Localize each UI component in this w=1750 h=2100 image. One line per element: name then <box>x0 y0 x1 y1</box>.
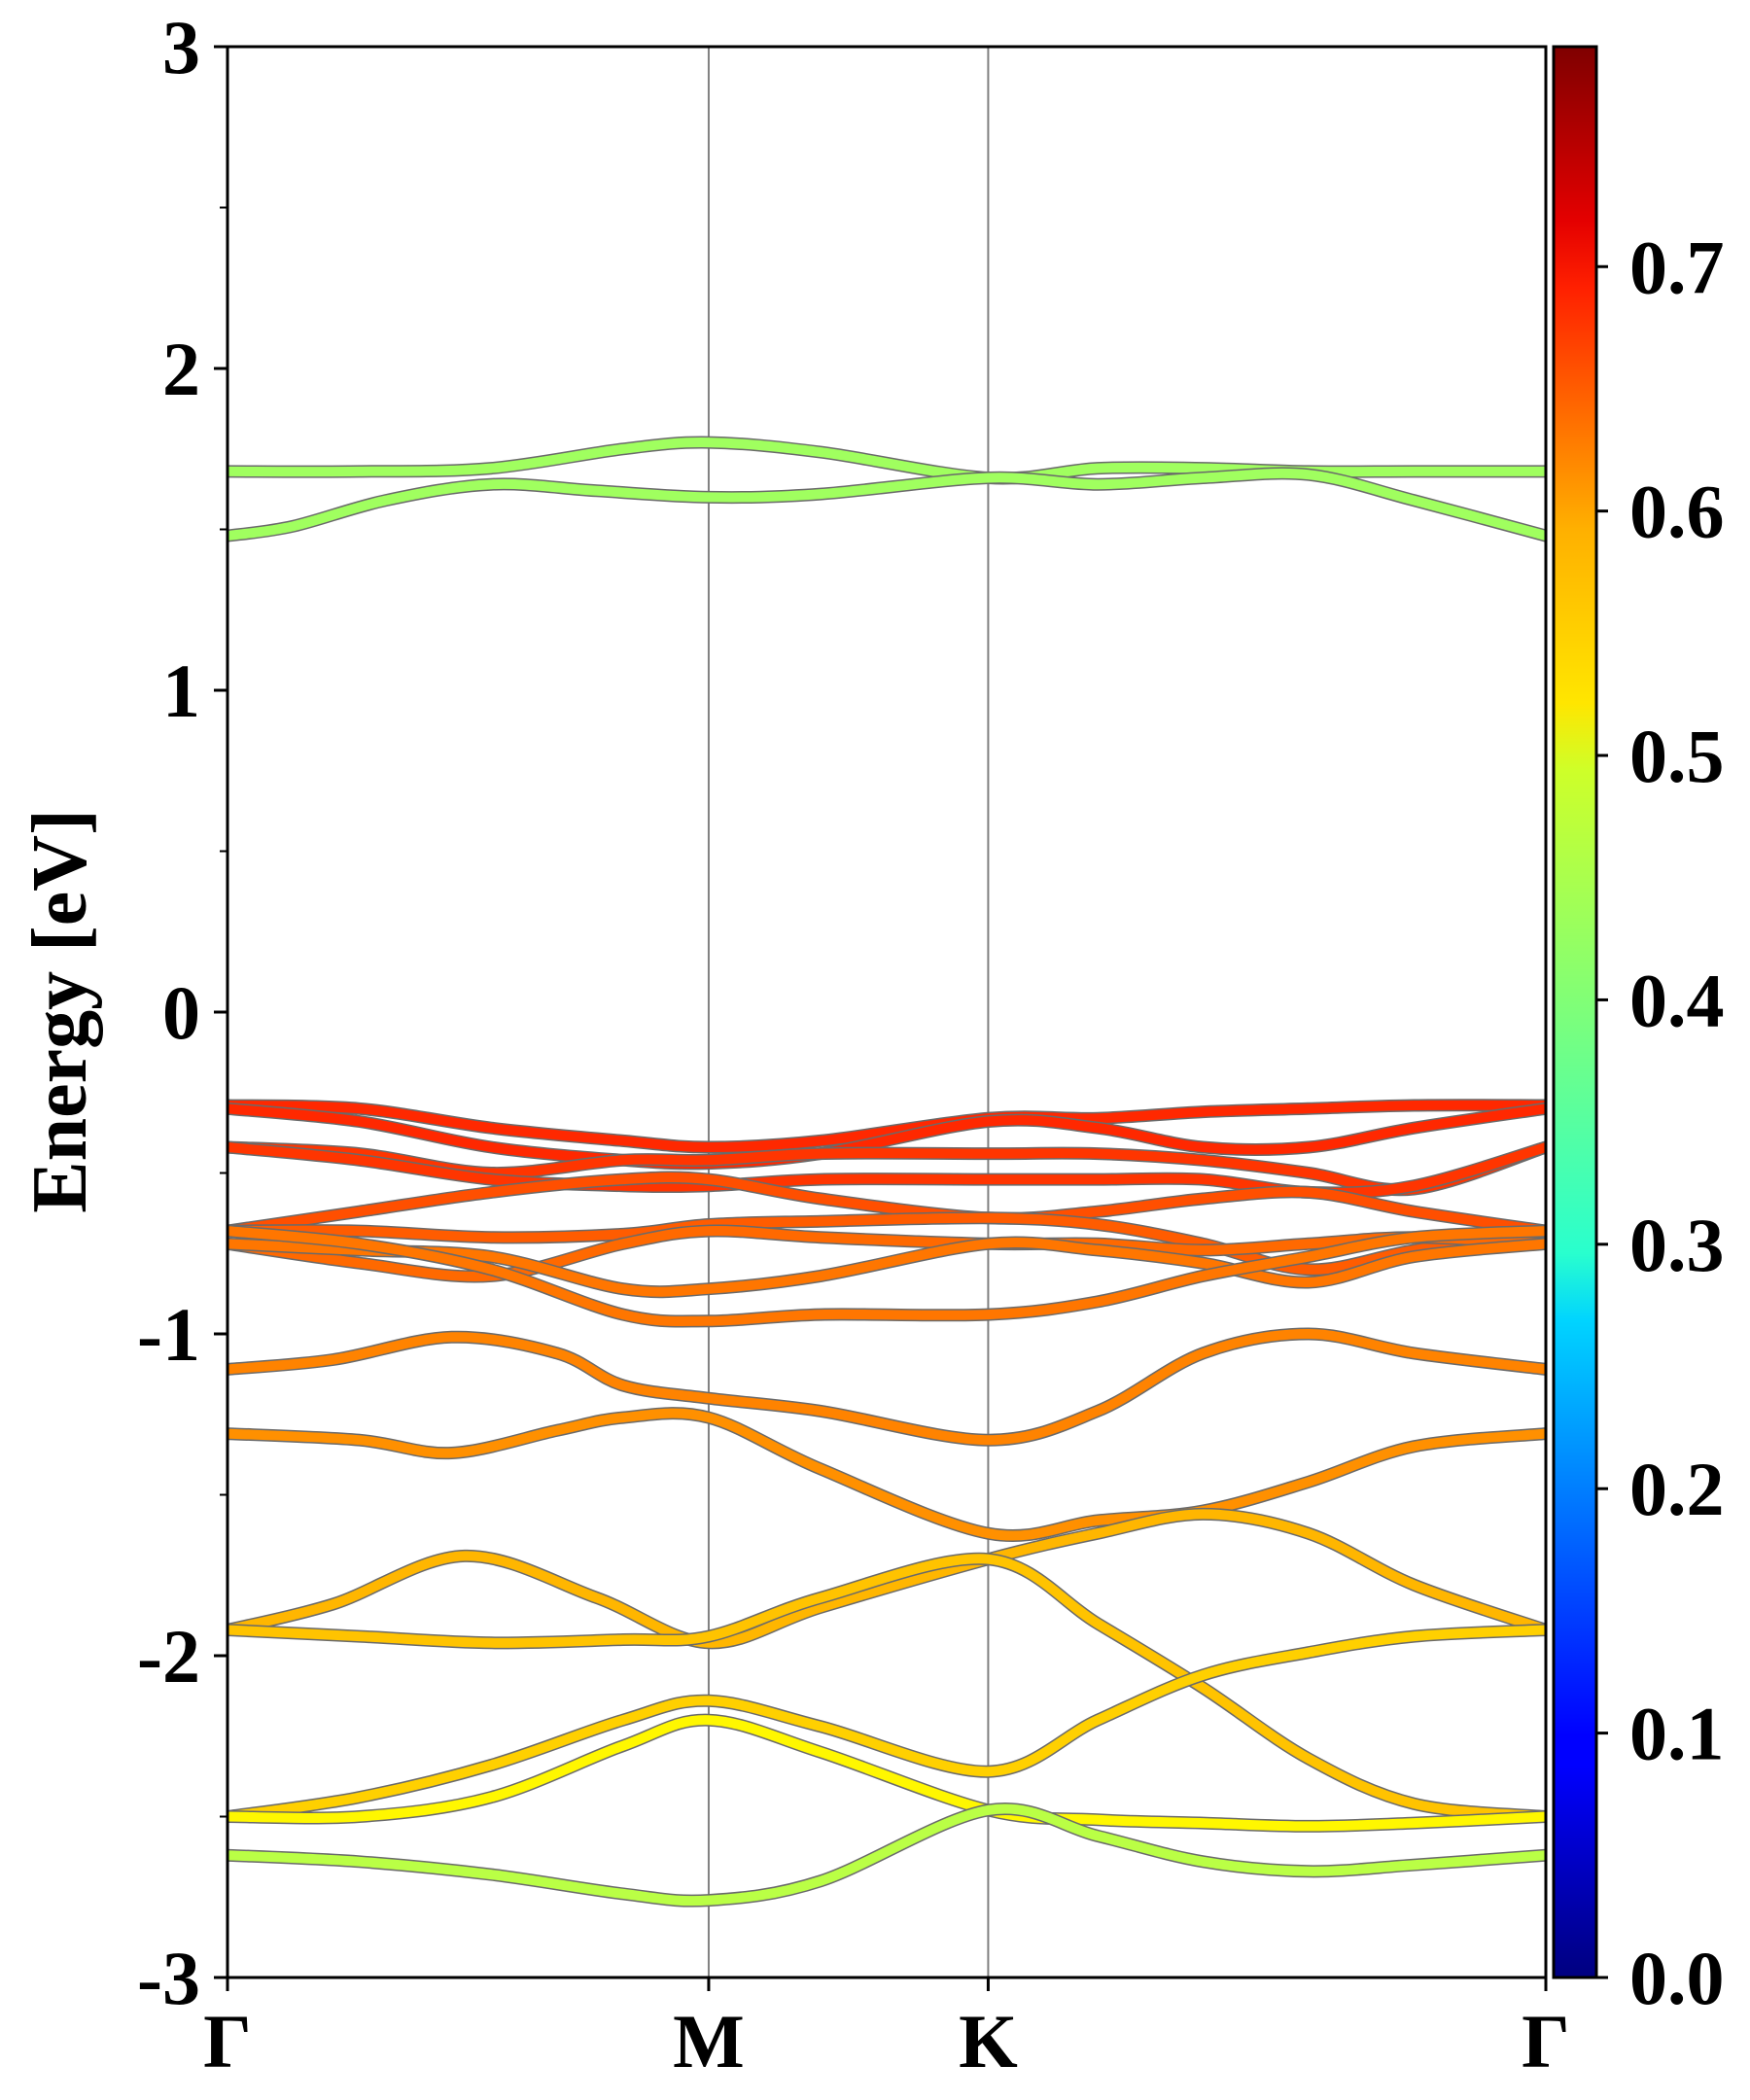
band-line <box>228 1328 1546 1446</box>
y-axis-label: Energy [eV] <box>18 809 103 1212</box>
band-line <box>228 1408 1546 1541</box>
y-tick-label: -1 <box>137 1292 200 1377</box>
high-symmetry-lines <box>707 47 990 1978</box>
colorbar: 0.0 0.1 0.2 0.3 0.4 0.5 0.6 0.7 <box>1552 45 1725 2020</box>
colorbar-tick-label: 0.4 <box>1629 958 1725 1042</box>
colorbar-tick-label: 0.6 <box>1629 470 1725 554</box>
band-line <box>228 1509 1546 1648</box>
colorbar-tick-label: 0.0 <box>1629 1936 1725 2020</box>
band-line <box>228 1715 1546 1832</box>
band-line <box>228 1625 1546 1822</box>
k-point-label: Γ <box>1522 1999 1570 2083</box>
band-line <box>228 1803 1546 1907</box>
y-tick-label: 0 <box>162 970 200 1055</box>
band-line <box>228 1103 1546 1169</box>
y-axis: -3 -2 -1 0 1 2 3 <box>137 5 228 2020</box>
y-tick-label: -2 <box>137 1614 200 1698</box>
colorbar-tick-label: 0.3 <box>1629 1203 1725 1287</box>
band-line <box>228 1225 1546 1281</box>
band-line <box>228 468 1546 542</box>
band-outline <box>228 1407 1546 1543</box>
colorbar-tick-label: 0.7 <box>1629 225 1725 309</box>
band-line <box>228 1238 1546 1297</box>
band-line <box>228 438 1546 483</box>
y-tick-label: 2 <box>162 327 200 411</box>
band-line <box>228 1212 1546 1275</box>
band-outline <box>228 1624 1546 1823</box>
y-tick-label: 1 <box>162 648 200 733</box>
y-tick-label: -3 <box>137 1936 200 2020</box>
band-line <box>228 1100 1546 1153</box>
colorbar-tick-label: 0.5 <box>1629 714 1725 798</box>
colorbar-gradient <box>1552 45 1598 1979</box>
k-point-label: K <box>959 1999 1018 2083</box>
band-line <box>228 1226 1546 1327</box>
y-tick-label: 3 <box>162 5 200 89</box>
k-point-label: M <box>673 1999 745 2083</box>
colorbar-tick-label: 0.2 <box>1629 1447 1725 1531</box>
plot-frame <box>226 45 1548 1979</box>
band-line <box>228 1172 1546 1237</box>
colorbar-tick-label: 0.1 <box>1629 1692 1725 1776</box>
band-line <box>228 1554 1546 1822</box>
k-point-label: Γ <box>203 1999 252 2083</box>
bands <box>228 436 1546 1908</box>
